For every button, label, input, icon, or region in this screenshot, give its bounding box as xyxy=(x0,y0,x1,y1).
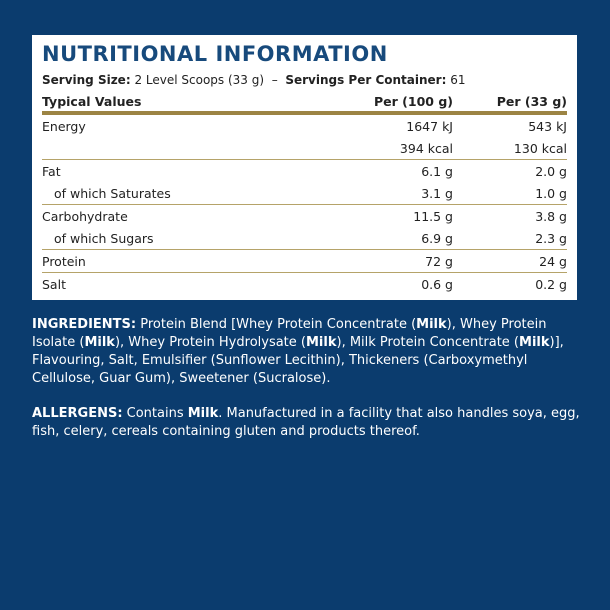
allergens-paragraph: ALLERGENS: Contains Milk. Manufactured i… xyxy=(32,405,582,441)
row-per-33g: 0.2 g xyxy=(535,276,567,292)
allergen-milk: Milk xyxy=(187,406,219,421)
row-per-100g: 394 kcal xyxy=(399,140,453,156)
nutrition-panel: NUTRITIONAL INFORMATION Serving Size: 2 … xyxy=(32,35,577,300)
row-per-100g: 0.6 g xyxy=(421,276,453,292)
table-row: Protein 72 g 24 g xyxy=(42,250,567,273)
row-per-33g: 3.8 g xyxy=(535,208,567,224)
table-row: Carbohydrate 11.5 g 3.8 g xyxy=(42,205,567,227)
header-per-100g: Per (100 g) xyxy=(374,93,453,109)
row-per-100g: 6.1 g xyxy=(421,163,453,179)
table-row: Fat 6.1 g 2.0 g xyxy=(42,160,567,182)
row-per-33g: 543 kJ xyxy=(528,118,567,134)
row-per-100g: 72 g xyxy=(425,253,453,269)
panel-title: NUTRITIONAL INFORMATION xyxy=(42,42,388,66)
row-per-33g: 2.3 g xyxy=(535,230,567,246)
row-name: Fat xyxy=(42,163,61,179)
row-per-100g: 1647 kJ xyxy=(406,118,453,134)
allergens-label: ALLERGENS: xyxy=(32,406,123,421)
ingredients-text: ), Whey Protein Isolate ( xyxy=(32,317,547,350)
row-per-33g: 1.0 g xyxy=(535,185,567,201)
ingredients-text: )], Flavouring, Salt, Emulsifier (Sunflo… xyxy=(32,335,564,386)
ingredients-text: ), Milk Protein Concentrate ( xyxy=(336,335,520,350)
header-per-33g: Per (33 g) xyxy=(496,93,567,109)
serving-size-label: Serving Size: xyxy=(42,73,131,87)
allergens-text: . Manufactured in a facility that also h… xyxy=(32,406,580,439)
allergens-text: Contains xyxy=(122,406,188,421)
allergen-milk: Milk xyxy=(416,317,447,332)
row-per-33g: 130 kcal xyxy=(513,140,567,156)
row-per-33g: 24 g xyxy=(539,253,567,269)
table-row: of which Sugars 6.9 g 2.3 g xyxy=(42,227,567,250)
row-name: Energy xyxy=(42,118,86,134)
table-row: Salt 0.6 g 0.2 g xyxy=(42,273,567,295)
header-typical-values: Typical Values xyxy=(42,93,142,109)
allergen-milk: Milk xyxy=(519,335,550,350)
row-per-100g: 3.1 g xyxy=(421,185,453,201)
serving-separator: – xyxy=(271,73,278,87)
serving-size-value: 2 Level Scoops (33 g) xyxy=(134,73,265,87)
table-row: Energy 1647 kJ 543 kJ xyxy=(42,115,567,137)
row-name: of which Saturates xyxy=(54,185,171,201)
table-row: 394 kcal 130 kcal xyxy=(42,137,567,160)
row-per-100g: 11.5 g xyxy=(413,208,453,224)
row-per-100g: 6.9 g xyxy=(421,230,453,246)
row-name: of which Sugars xyxy=(54,230,154,246)
row-per-33g: 2.0 g xyxy=(535,163,567,179)
ingredients-label: INGREDIENTS: xyxy=(32,317,137,332)
serving-info: Serving Size: 2 Level Scoops (33 g) – Se… xyxy=(42,71,567,89)
allergen-milk: Milk xyxy=(306,335,337,350)
table-row: of which Saturates 3.1 g 1.0 g xyxy=(42,182,567,205)
row-name: Salt xyxy=(42,276,66,292)
allergen-milk: Milk xyxy=(84,335,115,350)
ingredients-text: Protein Blend [Whey Protein Concentrate … xyxy=(136,317,417,332)
row-name: Protein xyxy=(42,253,86,269)
servings-per-container-value: 61 xyxy=(450,73,466,87)
row-name: Carbohydrate xyxy=(42,208,128,224)
ingredients-text: ), Whey Protein Hydrolysate ( xyxy=(114,335,306,350)
table-header: Typical Values Per (100 g) Per (33 g) xyxy=(42,91,567,115)
servings-per-container-label: Servings Per Container: xyxy=(285,73,447,87)
ingredients-paragraph: INGREDIENTS: Protein Blend [Whey Protein… xyxy=(32,316,582,388)
